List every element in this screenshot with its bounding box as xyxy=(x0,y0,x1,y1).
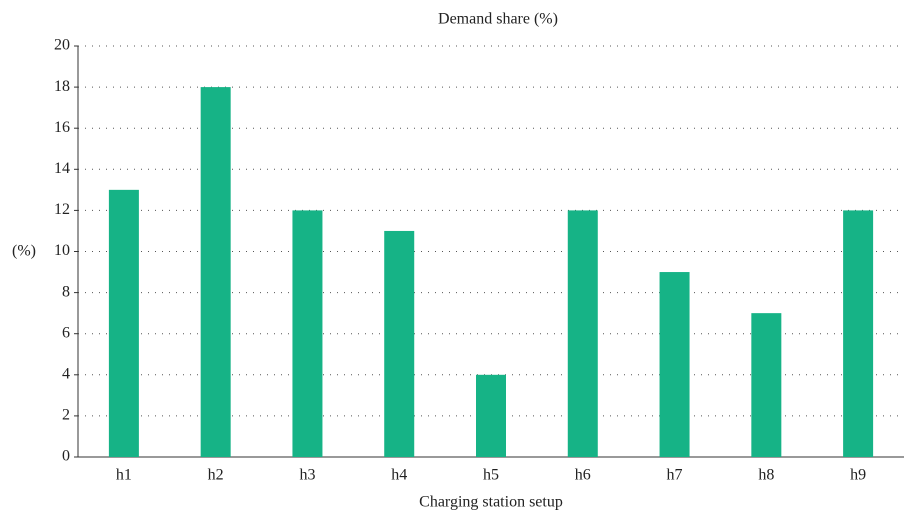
bar xyxy=(384,230,415,457)
y-tick-label: 0 xyxy=(62,448,70,465)
x-tick-label: h6 xyxy=(575,467,591,484)
x-tick-label: h5 xyxy=(483,467,499,484)
bar xyxy=(843,210,874,457)
bar xyxy=(292,210,323,457)
x-tick-label: h4 xyxy=(391,467,407,484)
x-tick-label: h7 xyxy=(667,467,683,484)
y-tick-label: 6 xyxy=(62,324,70,341)
x-tick-label: h8 xyxy=(758,467,774,484)
y-tick-label: 12 xyxy=(54,201,70,218)
bar xyxy=(751,313,782,457)
bar xyxy=(567,210,598,457)
y-tick-label: 18 xyxy=(54,78,70,95)
x-tick-label: h1 xyxy=(116,467,132,484)
x-tick-label: h2 xyxy=(208,467,224,484)
y-tick-label: 20 xyxy=(54,37,70,54)
y-axis-label: (%) xyxy=(12,243,36,260)
x-tick-label: h3 xyxy=(299,467,315,484)
y-tick-label: 16 xyxy=(54,119,70,136)
y-tick-label: 10 xyxy=(54,242,70,259)
chart-title: Demand share (%) xyxy=(438,11,558,28)
y-tick-label: 2 xyxy=(62,407,70,424)
y-tick-label: 4 xyxy=(62,365,70,382)
bar xyxy=(200,87,231,457)
x-axis-label: Charging station setup xyxy=(419,494,563,511)
y-tick-label: 8 xyxy=(62,283,70,300)
bar xyxy=(108,189,139,457)
bar xyxy=(476,374,506,457)
x-tick-label: h9 xyxy=(850,467,866,484)
bar xyxy=(659,272,690,457)
y-tick-label: 14 xyxy=(54,160,70,177)
